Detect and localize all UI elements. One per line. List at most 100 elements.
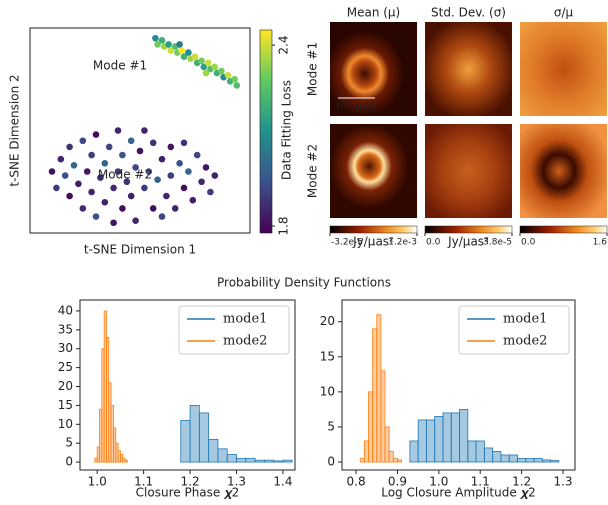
x-axis-label: Log Closure Amplitude 𝝌2 — [381, 486, 536, 500]
point — [212, 172, 219, 179]
histogram-bar — [410, 441, 418, 462]
histogram-bar — [255, 460, 264, 462]
point — [168, 144, 175, 151]
histogram-bar — [283, 460, 292, 462]
x-tick-label: 1.4 — [273, 475, 292, 489]
histogram-bar — [397, 460, 401, 462]
histogram-bar — [246, 458, 255, 462]
point — [181, 185, 188, 192]
histogram-bar — [190, 405, 199, 462]
point — [84, 168, 91, 175]
point — [66, 193, 73, 200]
point — [212, 64, 219, 71]
colorbar — [520, 226, 607, 233]
point — [137, 148, 144, 155]
row-label: Mode #2 — [306, 144, 320, 198]
y-tick-label: 5 — [327, 419, 335, 433]
image-panel — [425, 22, 512, 116]
legend-label: mode2 — [503, 334, 547, 349]
point — [185, 49, 192, 56]
y-tick-label: 30 — [58, 341, 73, 355]
y-tick-label: 15 — [320, 349, 335, 363]
point — [225, 72, 232, 79]
histogram-bar — [517, 458, 525, 462]
histogram-bar — [381, 371, 385, 462]
point — [93, 213, 100, 220]
histogram-bar — [501, 455, 509, 462]
histogram-bar — [389, 451, 393, 462]
histogram-bar — [385, 427, 389, 462]
point — [165, 41, 172, 48]
point — [198, 178, 205, 185]
histogram-bar — [377, 315, 381, 462]
point — [205, 60, 212, 67]
point — [163, 193, 170, 200]
point — [159, 156, 166, 163]
point — [172, 205, 179, 212]
image-panel — [520, 124, 607, 218]
y-axis-label: t-SNE Dimension 2 — [8, 74, 22, 186]
point — [150, 205, 157, 212]
histogram-bar — [199, 413, 208, 462]
histogram-bar — [460, 409, 468, 462]
point — [194, 152, 201, 159]
histogram-bar — [218, 449, 227, 462]
point — [207, 189, 214, 196]
annotation: Mode #2 — [98, 168, 152, 182]
point — [181, 140, 188, 147]
annotation: Mode #1 — [93, 59, 147, 73]
x-tick-label: 0.8 — [347, 475, 366, 489]
y-tick-label: 35 — [58, 322, 73, 336]
point — [159, 213, 166, 220]
point — [218, 68, 225, 75]
histogram-bar — [236, 458, 245, 462]
histogram-bar — [125, 460, 127, 462]
histogram-bar — [393, 458, 397, 462]
histogram-bar — [274, 461, 283, 462]
y-tick-label: 25 — [58, 360, 73, 374]
colorbar-unit: Jy/μas² — [447, 235, 489, 249]
point — [106, 144, 113, 151]
histogram-bar — [364, 441, 368, 462]
column-title: Std. Dev. (σ) — [431, 6, 506, 20]
colorbar — [260, 30, 272, 233]
point — [102, 160, 109, 167]
point — [119, 152, 126, 159]
legend: mode1 mode2 — [459, 306, 569, 354]
point — [179, 47, 186, 54]
point — [49, 168, 56, 175]
point — [154, 176, 161, 183]
histogram-bar — [360, 458, 364, 462]
point — [198, 58, 205, 65]
column-title: Mean (μ) — [347, 6, 401, 20]
colorbar-label: Data Fitting Loss — [280, 80, 294, 180]
point — [168, 172, 175, 179]
colorbar-tick-label: 1.6 — [593, 238, 608, 248]
point — [102, 199, 109, 206]
y-tick-label: 20 — [320, 314, 335, 328]
histogram-bar — [209, 439, 218, 462]
point — [80, 137, 87, 144]
histogram-bar — [418, 420, 426, 462]
y-tick-label: 0 — [65, 455, 73, 469]
y-tick-label: 40 — [58, 303, 73, 317]
colorbar — [330, 226, 417, 233]
histogram-bar — [542, 460, 550, 462]
histogram-bar — [443, 413, 451, 462]
histogram-bar — [468, 441, 476, 462]
y-tick-label: 20 — [58, 379, 73, 393]
histogram-bar — [526, 458, 534, 462]
y-tick-label: 10 — [58, 417, 73, 431]
row-label: Mode #1 — [306, 42, 320, 96]
image-panel — [520, 22, 607, 116]
point — [192, 53, 199, 60]
point — [62, 172, 69, 179]
point — [66, 144, 73, 151]
point — [75, 181, 82, 188]
histogram-bar — [264, 460, 273, 462]
point — [119, 205, 126, 212]
image-panel — [330, 124, 417, 218]
colorbar — [425, 226, 512, 233]
legend-label: mode1 — [503, 312, 547, 327]
scale-bar-label: 60 μas — [336, 99, 376, 113]
